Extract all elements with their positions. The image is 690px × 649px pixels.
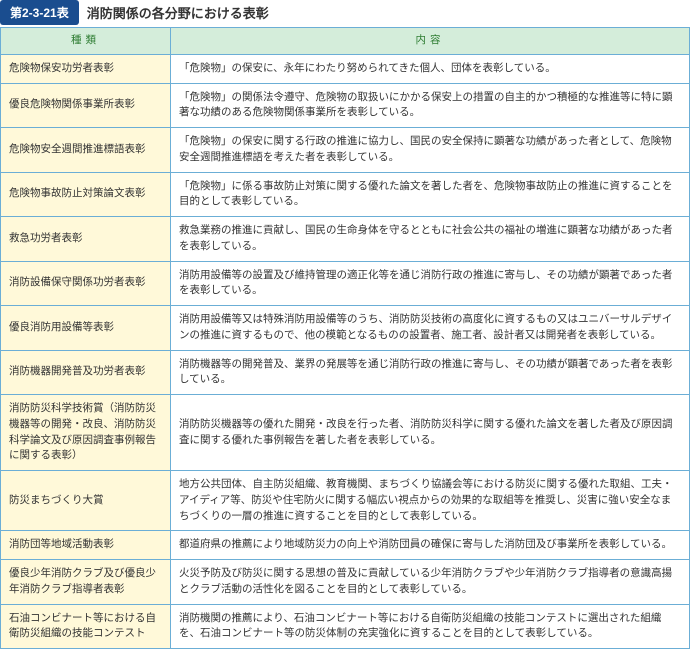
cell-category: 消防設備保守関係功労者表彰 — [1, 261, 171, 306]
cell-description: 「危険物」の保安に、永年にわたり努められてきた個人、団体を表彰している。 — [171, 54, 690, 83]
awards-table: 種類 内容 危険物保安功労者表彰 「危険物」の保安に、永年にわたり努められてきた… — [0, 27, 690, 649]
table-row: 救急功労者表彰 救急業務の推進に貢献し、国民の生命身体を守るとともに社会公共の福… — [1, 217, 690, 262]
cell-category: 消防機器開発普及功労者表彰 — [1, 350, 171, 395]
table-title-bar: 第2-3-21表 消防関係の各分野における表彰 — [0, 0, 690, 25]
cell-category: 優良消防用設備等表彰 — [1, 306, 171, 351]
cell-description: 消防用設備等の設置及び維持管理の適正化等を通じ消防行政の推進に寄与し、その功績が… — [171, 261, 690, 306]
table-row: 優良少年消防クラブ及び優良少年消防クラブ指導者表彰 火災予防及び防災に関する思想… — [1, 560, 690, 605]
cell-description: 火災予防及び防災に関する思想の普及に貢献している少年消防クラブや少年消防クラブ指… — [171, 560, 690, 605]
table-row: 優良消防用設備等表彰 消防用設備等又は特殊消防用設備等のうち、消防防災技術の高度… — [1, 306, 690, 351]
table-row: 消防機器開発普及功労者表彰 消防機器等の開発普及、業界の発展等を通じ消防行政の推… — [1, 350, 690, 395]
cell-description: 「危険物」の関係法令遵守、危険物の取扱いにかかる保安上の措置の自主的かつ積極的な… — [171, 83, 690, 128]
cell-category: 優良危険物関係事業所表彰 — [1, 83, 171, 128]
table-row: 危険物保安功労者表彰 「危険物」の保安に、永年にわたり努められてきた個人、団体を… — [1, 54, 690, 83]
cell-description: 消防防災機器等の優れた開発・改良を行った者、消防防災科学に関する優れた論文を著し… — [171, 395, 690, 471]
table-row: 防災まちづくり大賞 地方公共団体、自主防災組織、教育機関、まちづくり協議会等にお… — [1, 471, 690, 531]
cell-description: 消防用設備等又は特殊消防用設備等のうち、消防防災技術の高度化に資するもの又はユニ… — [171, 306, 690, 351]
table-header-row: 種類 内容 — [1, 28, 690, 55]
cell-category: 石油コンビナート等における自衛防災組織の技能コンテスト — [1, 604, 171, 649]
table-title: 消防関係の各分野における表彰 — [87, 3, 269, 22]
cell-description: 「危険物」の保安に関する行政の推進に協力し、国民の安全保持に顕著な功績があった者… — [171, 128, 690, 173]
cell-description: 消防機器等の開発普及、業界の発展等を通じ消防行政の推進に寄与し、その功績が顕著で… — [171, 350, 690, 395]
cell-description: 消防機関の推薦により、石油コンビナート等における自衛防災組織の技能コンテストに選… — [171, 604, 690, 649]
col-header-content: 内容 — [171, 28, 690, 55]
table-row: 消防団等地域活動表彰 都道府県の推薦により地域防災力の向上や消防団員の確保に寄与… — [1, 531, 690, 560]
cell-description: 救急業務の推進に貢献し、国民の生命身体を守るとともに社会公共の福祉の増進に顕著な… — [171, 217, 690, 262]
cell-category: 消防団等地域活動表彰 — [1, 531, 171, 560]
table-row: 消防防災科学技術賞（消防防災機器等の開発・改良、消防防災科学論文及び原因調査事例… — [1, 395, 690, 471]
cell-category: 消防防災科学技術賞（消防防災機器等の開発・改良、消防防災科学論文及び原因調査事例… — [1, 395, 171, 471]
table-row: 石油コンビナート等における自衛防災組織の技能コンテスト 消防機関の推薦により、石… — [1, 604, 690, 649]
table-row: 消防設備保守関係功労者表彰 消防用設備等の設置及び維持管理の適正化等を通じ消防行… — [1, 261, 690, 306]
table-row: 危険物事故防止対策論文表彰 「危険物」に係る事故防止対策に関する優れた論文を著し… — [1, 172, 690, 217]
table-row: 危険物安全週間推進標語表彰 「危険物」の保安に関する行政の推進に協力し、国民の安… — [1, 128, 690, 173]
cell-description: 都道府県の推薦により地域防災力の向上や消防団員の確保に寄与した消防団及び事業所を… — [171, 531, 690, 560]
table-row: 優良危険物関係事業所表彰 「危険物」の関係法令遵守、危険物の取扱いにかかる保安上… — [1, 83, 690, 128]
cell-category: 危険物保安功労者表彰 — [1, 54, 171, 83]
table-number-badge: 第2-3-21表 — [0, 0, 79, 25]
cell-description: 「危険物」に係る事故防止対策に関する優れた論文を著した者を、危険物事故防止の推進… — [171, 172, 690, 217]
col-header-category: 種類 — [1, 28, 171, 55]
cell-category: 危険物事故防止対策論文表彰 — [1, 172, 171, 217]
cell-category: 防災まちづくり大賞 — [1, 471, 171, 531]
cell-category: 危険物安全週間推進標語表彰 — [1, 128, 171, 173]
cell-description: 地方公共団体、自主防災組織、教育機関、まちづくり協議会等における防災に関する優れ… — [171, 471, 690, 531]
cell-category: 救急功労者表彰 — [1, 217, 171, 262]
cell-category: 優良少年消防クラブ及び優良少年消防クラブ指導者表彰 — [1, 560, 171, 605]
